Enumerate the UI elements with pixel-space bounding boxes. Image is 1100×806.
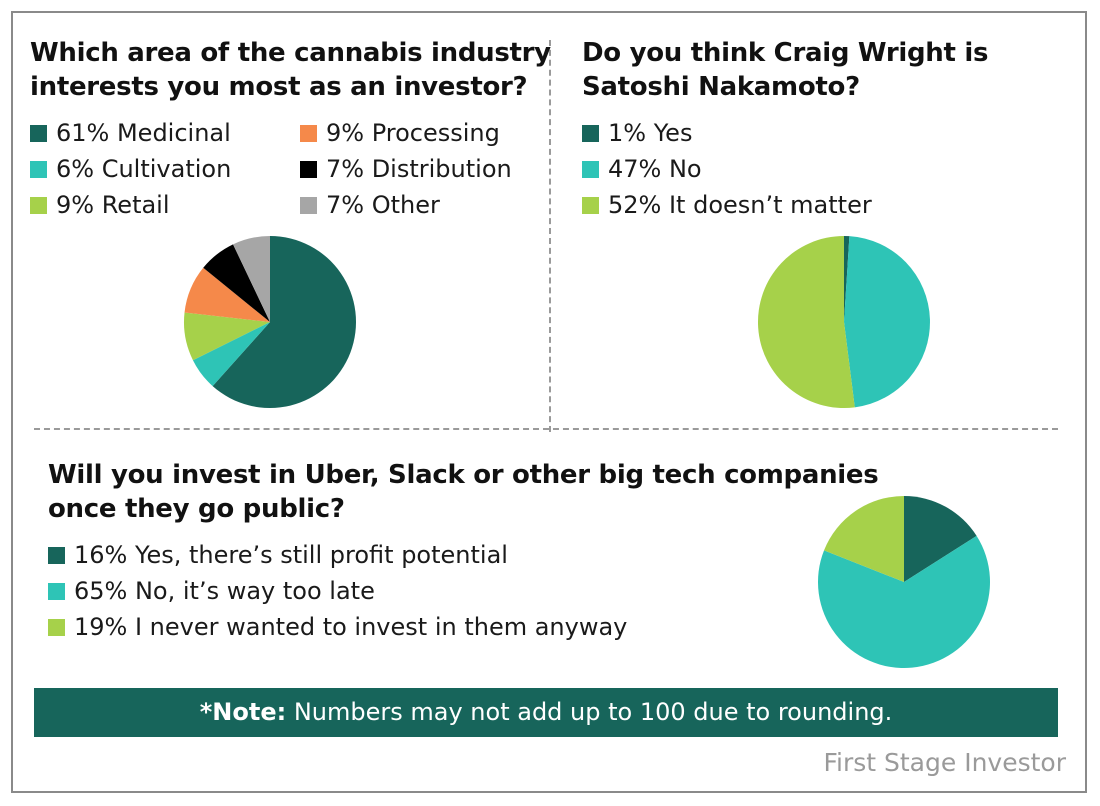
chart-1-title: Which area of the cannabis industry inte… <box>30 36 551 104</box>
chart-1-legend-item: 9% Processing <box>300 115 500 151</box>
legend-swatch <box>48 618 65 636</box>
chart-2-legend-item: 47% No <box>582 151 702 187</box>
chart-1-pie-slice-2 <box>192 322 270 387</box>
infographic-frame <box>11 11 1087 793</box>
vertical-divider <box>549 40 551 432</box>
chart-3-legend-item: 19% I never wanted to invest in them any… <box>48 609 627 645</box>
chart-3-pie-slice-2 <box>817 535 990 669</box>
chart-2-pie-slice-1 <box>844 236 850 322</box>
chart-1-pie-slice-4 <box>184 267 270 322</box>
chart-2-legend-item: 1% Yes <box>582 115 692 151</box>
chart-1-pie-slice-1 <box>212 236 357 408</box>
chart-1-legend-item: 7% Other <box>300 187 440 223</box>
legend-swatch <box>30 124 47 142</box>
legend-swatch <box>582 196 599 214</box>
chart-3-pie-slice-1 <box>904 496 977 582</box>
legend-label: 9% Processing <box>326 119 500 147</box>
legend-swatch <box>48 546 65 564</box>
legend-label: 1% Yes <box>608 119 693 147</box>
chart-2-pie-slice-3 <box>757 235 855 408</box>
chart-1-legend-item: 61% Medicinal <box>30 115 231 151</box>
chart-1-pie-slice-3 <box>183 312 270 361</box>
chart-3-legend-item: 16% Yes, there’s still profit potential <box>48 537 508 573</box>
chart-2-pie <box>757 235 930 408</box>
chart-1-legend-item: 9% Retail <box>30 187 170 223</box>
legend-swatch <box>300 124 317 142</box>
legend-label: 9% Retail <box>56 191 170 219</box>
chart-1-pie <box>183 236 357 408</box>
legend-swatch <box>30 196 47 214</box>
legend-label: 65% No, it’s way too late <box>74 577 375 605</box>
legend-label: 61% Medicinal <box>56 119 231 147</box>
chart-3-pie-slice-3 <box>824 496 904 582</box>
note-text: Numbers may not add up to 100 due to rou… <box>286 698 893 726</box>
chart-1-pie-slice-5 <box>203 244 270 322</box>
legend-label: 16% Yes, there’s still profit potential <box>74 541 508 569</box>
legend-swatch <box>582 124 599 142</box>
chart-3-pie <box>817 496 990 669</box>
chart-1-title-line-2: interests you most as an investor? <box>30 72 528 102</box>
legend-swatch <box>582 160 599 178</box>
legend-label: 47% No <box>608 155 702 183</box>
note-banner: *Note: Numbers may not add up to 100 due… <box>34 688 1058 737</box>
chart-1-legend-item: 6% Cultivation <box>30 151 231 187</box>
legend-label: 7% Other <box>326 191 440 219</box>
chart-2-title-line-1: Do you think Craig Wright is <box>582 38 989 68</box>
legend-label: 52% It doesn’t matter <box>608 191 872 219</box>
chart-1-legend-item: 7% Distribution <box>300 151 512 187</box>
chart-2-legend-item: 52% It doesn’t matter <box>582 187 872 223</box>
legend-swatch <box>300 196 317 214</box>
legend-swatch <box>48 582 65 600</box>
chart-3-legend-item: 65% No, it’s way too late <box>48 573 375 609</box>
chart-2-pie-slice-2 <box>844 236 930 408</box>
chart-3-title-line-1: Will you invest in Uber, Slack or other … <box>48 460 879 490</box>
legend-label: 6% Cultivation <box>56 155 232 183</box>
chart-1-title-line-1: Which area of the cannabis industry <box>30 38 551 68</box>
legend-label: 19% I never wanted to invest in them any… <box>74 613 628 641</box>
chart-2-title-line-2: Satoshi Nakamoto? <box>582 72 860 102</box>
chart-3-title-line-2: once they go public? <box>48 494 345 524</box>
note-label: *Note: <box>199 698 287 726</box>
source-credit: First Stage Investor <box>823 748 1066 777</box>
chart-1-pie-slice-6 <box>233 236 270 322</box>
chart-3-title: Will you invest in Uber, Slack or other … <box>48 458 879 526</box>
legend-swatch <box>30 160 47 178</box>
legend-label: 7% Distribution <box>326 155 512 183</box>
horizontal-divider <box>34 428 1058 430</box>
chart-2-title: Do you think Craig Wright is Satoshi Nak… <box>582 36 988 104</box>
legend-swatch <box>300 160 317 178</box>
